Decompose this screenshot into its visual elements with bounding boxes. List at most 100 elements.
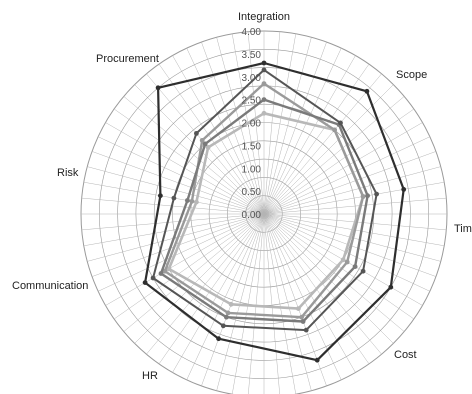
grid-spoke <box>263 213 280 394</box>
grid-spoke <box>263 213 415 320</box>
grid-spoke <box>263 213 382 355</box>
series-point <box>216 336 222 342</box>
grid-spoke <box>263 197 447 215</box>
tick-label: 3.50 <box>242 50 262 61</box>
axis-label-tim: Tim <box>454 223 472 235</box>
grid-spoke <box>263 55 356 215</box>
grid-spoke <box>123 96 265 215</box>
grid-spoke <box>263 63 370 215</box>
series-point <box>158 271 164 276</box>
series-point <box>340 257 346 263</box>
series-point <box>185 198 190 203</box>
grid-spoke <box>263 213 356 373</box>
series-line-2 <box>152 68 378 332</box>
grid-spoke <box>216 37 265 215</box>
grid-spoke <box>201 41 265 215</box>
series-line-1 <box>144 61 405 362</box>
series-point <box>225 310 231 316</box>
grid-spoke <box>201 213 265 387</box>
tick-label: 1.50 <box>242 141 262 152</box>
tick-label: 2.00 <box>242 119 262 130</box>
axis-label-cost: Cost <box>394 349 417 361</box>
grid-spoke <box>97 213 265 292</box>
tick-label: 4.00 <box>242 27 262 38</box>
grid-spoke <box>113 213 265 320</box>
axis-label-risk: Risk <box>57 167 79 179</box>
series-point <box>220 323 226 329</box>
axis-labels: IntegrationScopeTimCostQualityHRCommunic… <box>12 11 472 382</box>
grid-spoke <box>263 122 423 215</box>
grid-spoke <box>91 151 265 215</box>
series-point <box>338 120 343 126</box>
radar-grid <box>80 30 448 394</box>
series-point <box>194 199 199 205</box>
series-point <box>360 268 366 274</box>
series-point <box>374 191 379 197</box>
grid-spoke <box>263 151 437 215</box>
grid-spoke <box>134 84 265 215</box>
series-point <box>202 141 208 147</box>
grid-spoke <box>263 41 327 215</box>
series-point <box>228 301 234 307</box>
grid-spoke <box>83 213 265 247</box>
grid-spoke <box>263 213 394 344</box>
radar-series <box>142 60 407 363</box>
grid-spoke <box>216 213 265 391</box>
grid-spoke <box>263 47 342 215</box>
grid-spoke <box>263 181 445 215</box>
series-point <box>150 275 156 281</box>
series-point <box>401 187 407 192</box>
grid-spoke <box>81 213 265 231</box>
tick-label: 3.00 <box>242 73 262 84</box>
grid-spoke <box>186 47 265 215</box>
series-point <box>142 280 148 285</box>
series-line-3 <box>159 98 369 323</box>
grid-spoke <box>134 213 265 344</box>
grid-spoke <box>247 31 265 215</box>
series-point <box>158 193 163 199</box>
grid-spoke <box>263 213 342 381</box>
series-point <box>261 67 267 73</box>
grid-spoke <box>263 31 281 215</box>
axis-label-integration: Integration <box>238 11 290 23</box>
tick-label: 0.50 <box>242 187 262 198</box>
tick-label: 0.00 <box>242 210 262 221</box>
series-point <box>299 314 304 320</box>
grid-spoke <box>263 213 437 277</box>
series-point <box>296 306 301 311</box>
series-point <box>205 145 211 150</box>
grid-spoke <box>263 213 431 292</box>
series-point <box>155 85 161 91</box>
grid-spoke <box>186 213 265 381</box>
grid-spoke <box>263 136 431 215</box>
series-point <box>171 195 177 201</box>
tick-label: 1.00 <box>242 164 262 175</box>
series-point <box>261 110 267 116</box>
series-point <box>364 88 370 94</box>
axis-label-procurement: Procurement <box>96 53 159 65</box>
tick-label: 2.50 <box>242 96 262 107</box>
axis-label-hr: HR <box>142 370 158 382</box>
grid-spoke <box>263 213 312 391</box>
series-point <box>224 314 229 320</box>
series-point <box>314 357 320 363</box>
series-point <box>189 198 195 204</box>
grid-spoke <box>87 213 265 262</box>
grid-spoke <box>263 213 327 387</box>
series-point <box>300 319 306 324</box>
series-point <box>194 131 199 136</box>
series-point <box>365 193 370 199</box>
grid-spoke <box>248 213 265 394</box>
series-point <box>261 97 267 102</box>
series-point <box>162 268 168 274</box>
grid-spoke <box>263 108 415 215</box>
grid-spoke <box>263 213 405 332</box>
grid-spoke <box>263 33 297 215</box>
grid-spoke <box>263 213 297 394</box>
grid-spoke <box>263 37 312 215</box>
axis-label-communication: Communication <box>12 280 88 292</box>
series-point <box>352 264 358 269</box>
grid-spoke <box>263 96 405 215</box>
series-point <box>166 266 172 272</box>
